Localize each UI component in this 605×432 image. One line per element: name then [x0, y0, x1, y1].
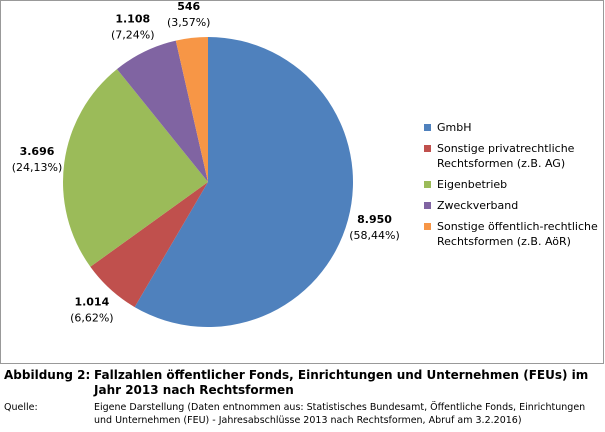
- source-text: Eigene Darstellung (Daten entnommen aus:…: [94, 402, 586, 426]
- legend: GmbH Sonstige privatrechtliche Rechtsform…: [424, 120, 602, 255]
- legend-swatch: [424, 223, 431, 230]
- legend-label: Zweckverband: [437, 199, 519, 212]
- value-label: 1.108: [115, 13, 150, 26]
- legend-swatch: [424, 181, 431, 188]
- legend-item: GmbH: [424, 120, 602, 135]
- value-label: 1.014: [74, 296, 109, 309]
- figure-label: Abbildung 2:: [4, 368, 91, 382]
- legend-swatch: [424, 202, 431, 209]
- value-label: 8.950: [357, 213, 392, 226]
- legend-swatch: [424, 145, 431, 152]
- pie-slice: [62, 69, 208, 267]
- percent-label: (24,13%): [12, 161, 63, 174]
- legend-swatch: [424, 124, 431, 131]
- legend-item: Sonstige öffentlich-rechtliche Rechtsfor…: [424, 219, 602, 249]
- value-label: 546: [177, 0, 200, 13]
- legend-label: Sonstige privatrechtliche Rechtsformen (…: [437, 142, 575, 170]
- percent-label: (7,24%): [111, 29, 155, 42]
- legend-label: Eigenbetrieb: [437, 178, 508, 191]
- chart: 8.950 (58,44%) 1.014 (6,62%) 3.696 (24,13%) 1.…: [0, 0, 604, 364]
- pie-slice: [175, 37, 208, 182]
- legend-label: GmbH: [437, 121, 472, 134]
- legend-item: Zweckverband: [424, 198, 602, 213]
- legend-label: Sonstige öffentlich-rechtliche Rechtsfor…: [437, 220, 598, 248]
- figure-title: Fallzahlen öffentlicher Fonds, Einrichtu…: [94, 368, 589, 397]
- value-label: 3.696: [20, 145, 55, 158]
- percent-label: (58,44%): [349, 229, 400, 242]
- percent-label: (3,57%): [167, 16, 211, 29]
- percent-label: (6,62%): [70, 312, 114, 325]
- pie-slice: [90, 182, 208, 308]
- pie-slice: [116, 40, 208, 182]
- legend-item: Eigenbetrieb: [424, 177, 602, 192]
- caption: Abbildung 2: Fallzahlen öffentlicher Fond…: [4, 368, 602, 427]
- legend-item: Sonstige privatrechtliche Rechtsformen (…: [424, 141, 602, 171]
- pie-slice: [134, 37, 353, 327]
- source-label: Quelle:: [4, 402, 38, 413]
